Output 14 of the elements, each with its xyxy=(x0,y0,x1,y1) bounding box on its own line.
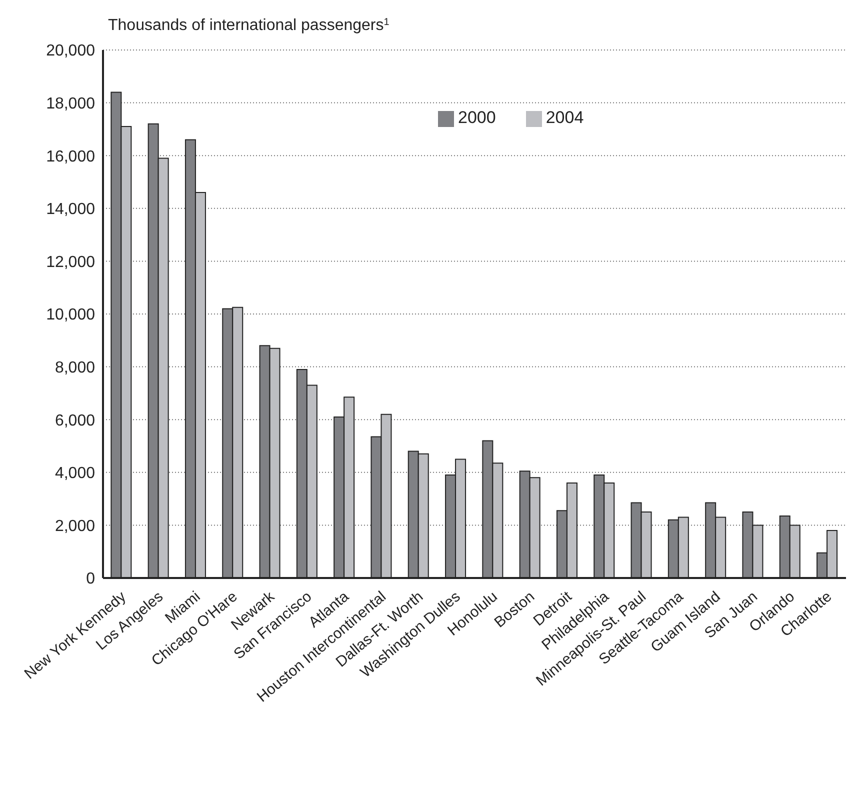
legend-label: 2000 xyxy=(458,108,496,127)
y-tick-label: 0 xyxy=(86,570,96,588)
y-tick-label: 10,000 xyxy=(46,306,96,324)
y-tick-label: 12,000 xyxy=(46,254,96,271)
y-tick-label: 20,000 xyxy=(46,42,96,60)
legend-label: 2004 xyxy=(546,108,584,127)
y-tick-label: 6,000 xyxy=(54,412,96,430)
y-axis-title: Thousands of international passengers$^{1}$ xyxy=(108,16,390,34)
y-tick-label: 16,000 xyxy=(46,148,96,166)
y-tick-label: 8,000 xyxy=(54,359,96,376)
y-tick-label: 14,000 xyxy=(46,201,96,218)
y-tick-label: 2,000 xyxy=(54,518,96,535)
y-tick-label: 4,000 xyxy=(54,465,96,482)
y-tick-label: 18,000 xyxy=(46,95,96,112)
